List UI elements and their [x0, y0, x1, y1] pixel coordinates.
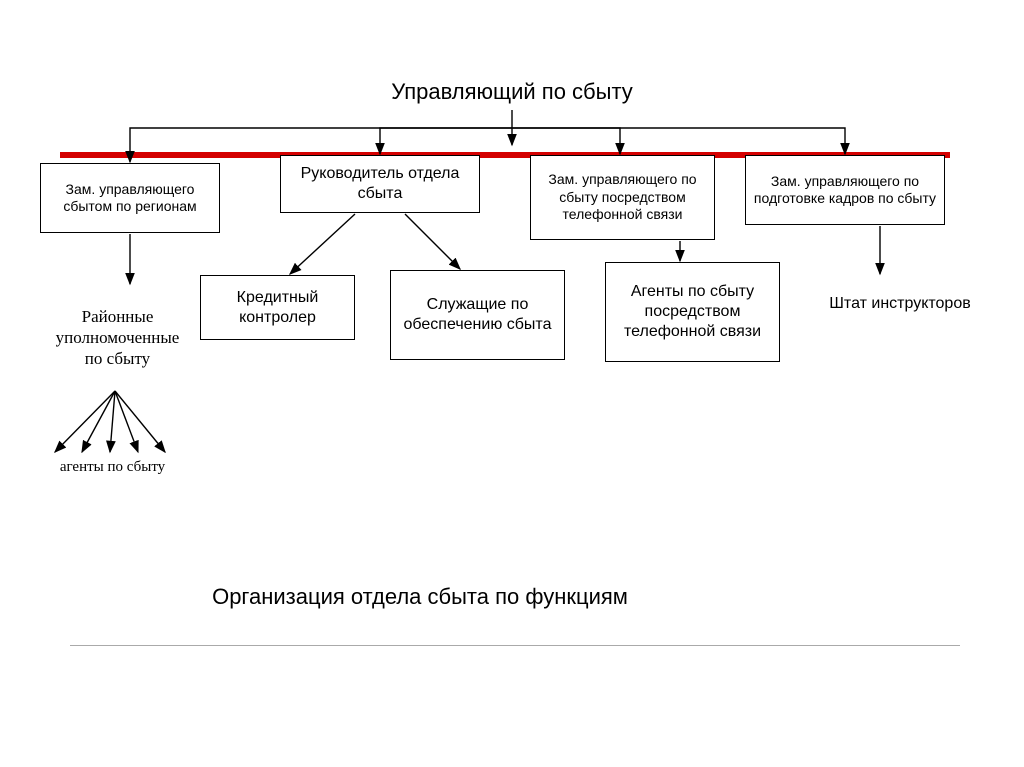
node-deputy-training: Зам. управляющего по подготовке кадров п… — [745, 155, 945, 225]
node-instructors: Штат инструкторов — [815, 275, 985, 333]
node-label: Районные уполномоченные по сбыту — [51, 306, 184, 370]
diagram-title: Управляющий по сбыту — [0, 79, 1024, 105]
node-label: Зам. управляющего по сбыту посредством т… — [537, 171, 708, 224]
node-label: Зам. управляющего сбытом по регионам — [47, 181, 213, 216]
node-label: Штат инструкторов — [829, 294, 970, 314]
node-sales-head: Руководитель отдела сбыта — [280, 155, 480, 213]
bottom-divider — [70, 645, 960, 646]
node-label: Зам. управляющего по подготовке кадров п… — [752, 173, 938, 208]
node-sales-agents: агенты по сбыту — [35, 455, 190, 479]
node-district-reps: Районные уполномоченные по сбыту — [45, 285, 190, 390]
node-deputy-regions: Зам. управляющего сбытом по регионам — [40, 163, 220, 233]
node-credit-controller: Кредитный контролер — [200, 275, 355, 340]
node-label: Руководитель отдела сбыта — [287, 164, 473, 204]
node-label: Кредитный контролер — [207, 288, 348, 328]
node-label: Служащие по обеспечению сбыта — [397, 295, 558, 335]
diagram-caption-text: Организация отдела сбыта по функциям — [212, 584, 628, 609]
node-phone-agents: Агенты по сбыту посредством телефонной с… — [605, 262, 780, 362]
node-deputy-phone: Зам. управляющего по сбыту посредством т… — [530, 155, 715, 240]
diagram-caption: Организация отдела сбыта по функциям — [0, 584, 840, 610]
node-sales-support: Служащие по обеспечению сбыта — [390, 270, 565, 360]
node-label: Агенты по сбыту посредством телефонной с… — [612, 282, 773, 342]
diagram-title-text: Управляющий по сбыту — [391, 79, 633, 104]
node-label: агенты по сбыту — [60, 458, 165, 477]
